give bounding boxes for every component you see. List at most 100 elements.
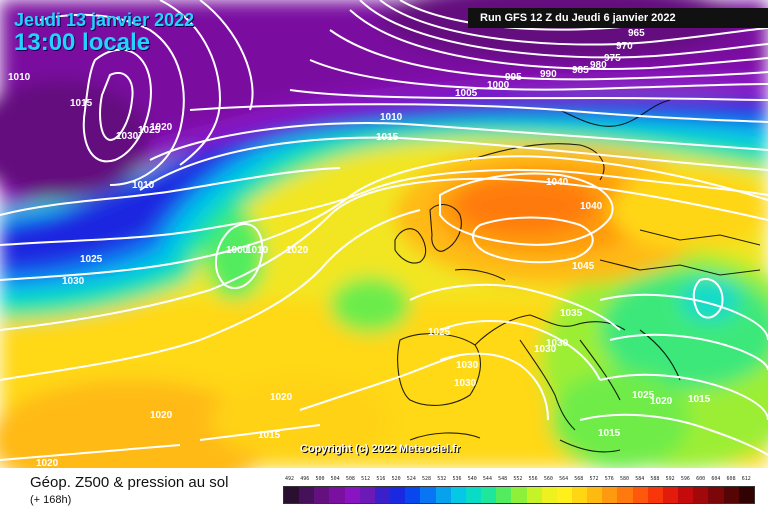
legend-value: 508 [345, 476, 355, 482]
legend-value: 528 [422, 476, 432, 482]
legend-value: 560 [543, 476, 553, 482]
isobar-label: 980 [590, 60, 607, 71]
isobar-label: 1035 [560, 308, 583, 319]
legend-labels: 492 496 500 504 508 512 516 520 524 528 532 536 540 5… [283, 476, 755, 486]
isobar-label: 1010 [246, 245, 269, 256]
isobar-label: 1020 [650, 396, 673, 407]
color-legend: 492 496 500 504 508 512 516 520 524 528 532 536 540 5… [283, 476, 755, 504]
legend-value: 604 [711, 476, 721, 482]
isobar-label: 1015 [70, 98, 93, 109]
legend-swatch [450, 487, 466, 503]
valid-date-block: Jeudi 13 janvier 2022 13:00 locale [14, 10, 194, 56]
legend-value: 588 [650, 476, 660, 482]
legend-value: 576 [604, 476, 614, 482]
legend-value: 548 [498, 476, 508, 482]
valid-time: 13:00 locale [14, 29, 151, 56]
legend-swatch [587, 487, 603, 503]
legend-swatch [526, 487, 542, 503]
legend-swatch [723, 487, 739, 503]
legend-swatch [662, 487, 679, 503]
legend-swatch [571, 487, 588, 503]
isobar-label: 1030 [456, 360, 479, 371]
isobar-label: 1020 [150, 122, 173, 133]
legend-swatch [314, 487, 330, 503]
isobar-label: 1000 [226, 245, 249, 256]
isobar-label: 1015 [376, 132, 399, 143]
isobar-label: 1015 [258, 430, 281, 441]
legend-value: 532 [437, 476, 447, 482]
isobar-label: 1030 [62, 276, 85, 287]
isobar-label: 1030 [116, 131, 139, 142]
legend-value: 608 [726, 476, 736, 482]
legend-value: 524 [406, 476, 416, 482]
weather-map: 965 970 975 980 985 990 995 1000 1005 10… [0, 0, 768, 468]
isobar-label: 1040 [546, 177, 569, 188]
legend-swatch [708, 487, 724, 503]
legend-value: 552 [513, 476, 523, 482]
legend-value: 520 [391, 476, 401, 482]
legend-value: 568 [574, 476, 584, 482]
isobar-label: 995 [505, 72, 522, 83]
legend-swatch [511, 487, 527, 503]
legend-value: 496 [300, 476, 310, 482]
legend-swatch [632, 487, 648, 503]
legend-swatch [359, 487, 375, 503]
legend-swatch [284, 487, 300, 503]
coastlines [394, 99, 761, 453]
isobar-label: 970 [616, 41, 633, 52]
legend-value: 544 [482, 476, 492, 482]
isobar-label: 975 [604, 53, 621, 64]
legend-swatch [435, 487, 451, 503]
isobar-label: 1025 [428, 327, 451, 338]
isobar-label: 1030 [534, 344, 557, 355]
legend-swatch [678, 487, 694, 503]
isobar-label: 1045 [572, 261, 595, 272]
legend-swatch [329, 487, 345, 503]
legend-value: 540 [467, 476, 477, 482]
isobar-label: 1025 [138, 125, 161, 136]
isobar-label: 1005 [455, 88, 478, 99]
isobar-label: 1020 [150, 410, 173, 421]
legend-value: 536 [452, 476, 462, 482]
isobar-label: 1030 [546, 338, 569, 349]
legend-value: 592 [665, 476, 675, 482]
legend-swatch [693, 487, 709, 503]
legend-swatch [405, 487, 421, 503]
copyright: Copyright (c) 2022 Meteociel.fr [300, 443, 461, 455]
legend-value: 564 [559, 476, 569, 482]
run-info: Run GFS 12 Z du Jeudi 6 janvier 2022 [468, 8, 768, 28]
legend-value: 512 [361, 476, 371, 482]
legend-swatch [738, 487, 754, 503]
isobar-label: 1020 [36, 458, 59, 468]
legend-swatch [647, 487, 663, 503]
isobar-label: 985 [572, 65, 589, 76]
isobar-label: 1015 [598, 428, 621, 439]
legend-swatch [420, 487, 436, 503]
isobar-label: 1010 [132, 180, 155, 191]
legend-value: 580 [619, 476, 629, 482]
isobar-label: 990 [540, 69, 557, 80]
legend-swatch [299, 487, 315, 503]
legend-swatch [541, 487, 557, 503]
isobar-label: 1020 [270, 392, 293, 403]
legend-value: 516 [376, 476, 386, 482]
legend-swatch [556, 487, 572, 503]
legend-value: 572 [589, 476, 599, 482]
isobar-label: 1025 [80, 254, 103, 265]
isobar-label: 1040 [580, 201, 603, 212]
legend-bar [283, 486, 755, 504]
isobar-label: 1010 [8, 72, 31, 83]
legend-swatch [617, 487, 633, 503]
chart-title: Géop. Z500 & pression au sol [30, 474, 229, 491]
legend-swatch [496, 487, 512, 503]
valid-date: Jeudi 13 janvier 2022 [14, 10, 195, 30]
isobar-label: 1025 [632, 390, 655, 401]
legend-value: 612 [741, 476, 751, 482]
isobar-label: 1015 [688, 394, 711, 405]
legend-swatch [602, 487, 618, 503]
legend-swatch [481, 487, 497, 503]
footer: Géop. Z500 & pression au sol (+ 168h) 49… [0, 468, 768, 512]
legend-swatch [465, 487, 482, 503]
legend-value: 500 [315, 476, 325, 482]
isobar-label: 1010 [380, 112, 403, 123]
